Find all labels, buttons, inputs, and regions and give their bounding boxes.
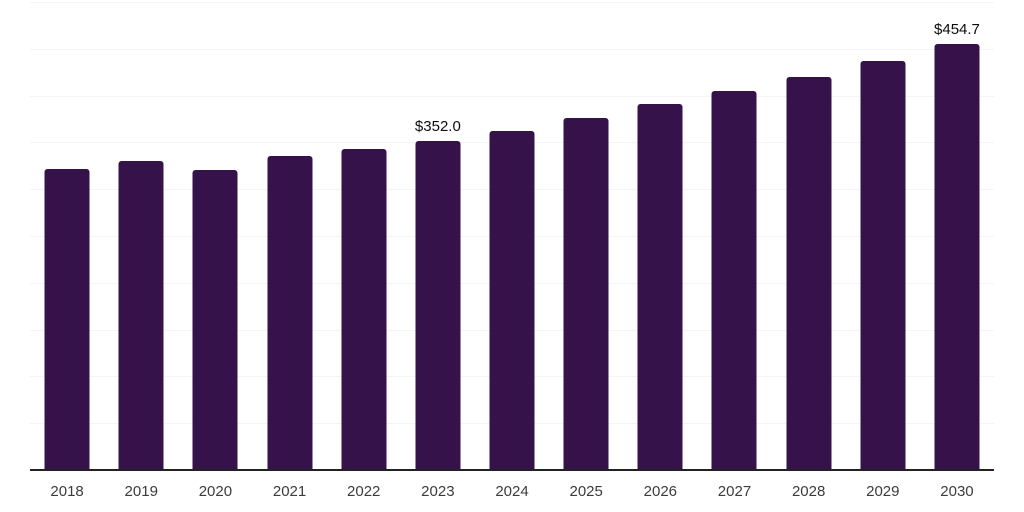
x-axis-labels: 2018 2019 2020 2021 2022 2023 2024 2025 2026 2027… — [30, 470, 994, 501]
bar-column-2029 — [846, 2, 920, 470]
x-axis-line — [30, 469, 994, 471]
bar-2027 — [711, 91, 757, 470]
x-tick-label-2018: 2018 — [50, 483, 84, 500]
bar-column-2030: $454.7 — [920, 2, 994, 470]
bar-2028 — [786, 76, 832, 470]
x-tick-label-2028: 2028 — [791, 483, 826, 500]
bar-column-2022 — [327, 2, 401, 470]
bar-column-2020 — [178, 2, 252, 470]
bar-column-2023: $352.0 — [401, 2, 475, 470]
bar-column-2026 — [623, 2, 697, 470]
value-label-2023: $352.0 — [414, 117, 461, 135]
x-tick-label-2020: 2020 — [198, 483, 233, 500]
bar-column-2018 — [30, 2, 104, 470]
x-tick-label-2021: 2021 — [272, 483, 307, 500]
x-tick-label-2024: 2024 — [495, 483, 529, 500]
bar-2029 — [860, 60, 906, 470]
gridline — [30, 2, 994, 3]
value-label-2030: $454.7 — [934, 21, 980, 39]
gridline — [30, 95, 994, 97]
bar-column-2021 — [252, 2, 326, 470]
x-tick-label-2030: 2030 — [940, 483, 974, 500]
bar-column-2027 — [697, 2, 771, 470]
bar-2019 — [118, 161, 164, 470]
bar-column-2024 — [475, 2, 549, 470]
x-tick-label-2019: 2019 — [124, 483, 158, 500]
bar-2023 — [415, 140, 461, 470]
x-tick-label-2029: 2029 — [866, 483, 900, 500]
x-tick-label-2026: 2026 — [643, 483, 678, 500]
plot-area: $352.0 $454.7 — [30, 2, 994, 471]
bar-2024 — [489, 130, 535, 470]
x-tick-label-2025: 2025 — [569, 483, 603, 500]
bar-2020 — [192, 170, 238, 470]
bar-column-2019 — [104, 2, 178, 470]
x-tick-label-2023: 2023 — [421, 483, 455, 500]
bar-2018 — [44, 168, 90, 470]
bar-2022 — [341, 149, 387, 470]
x-tick-label-2022: 2022 — [347, 483, 381, 500]
bar-2030 — [934, 44, 980, 470]
bar-2025 — [563, 118, 609, 470]
bar-2021 — [267, 156, 313, 470]
bar-column-2025 — [549, 2, 623, 470]
bar-column-2028 — [772, 2, 846, 470]
x-tick-label-2027: 2027 — [717, 483, 752, 500]
gridline — [30, 48, 994, 50]
bars-layer: $352.0 $454.7 — [30, 2, 994, 470]
bar-2026 — [637, 104, 683, 470]
